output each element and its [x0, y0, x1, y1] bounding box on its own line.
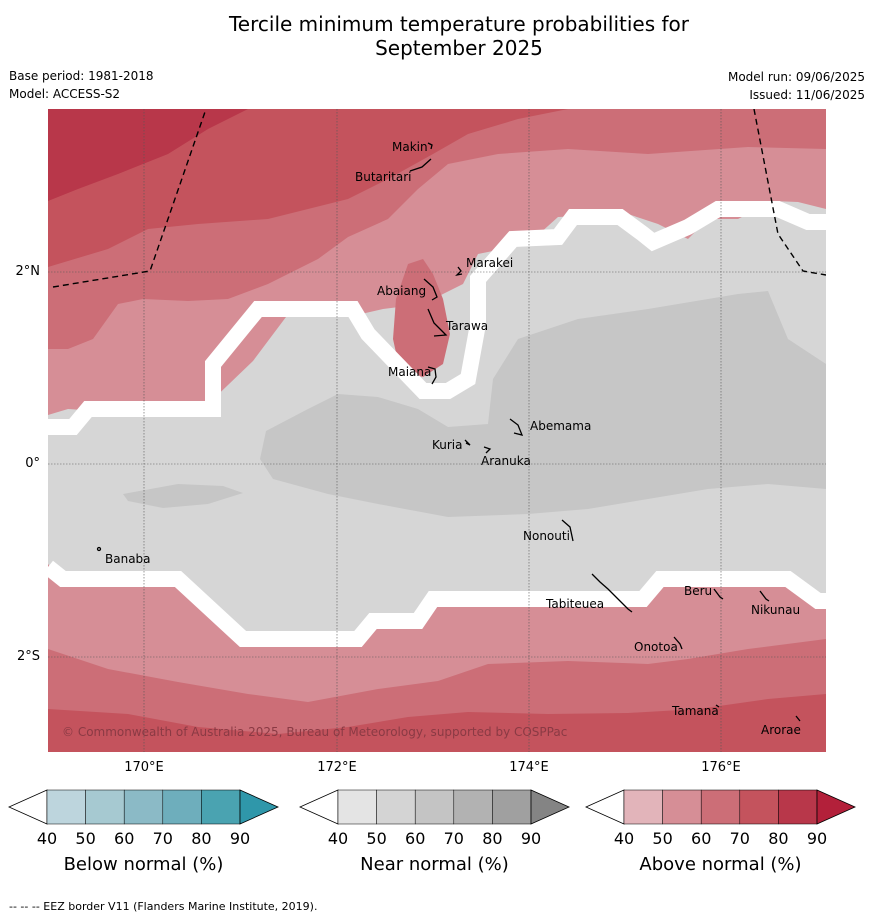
legend-1-swatch-2 [376, 789, 416, 825]
legend-1-swatch-3 [414, 789, 455, 825]
legend-2: 40 50 60 70 80 90 Above normal (%) [585, 789, 856, 875]
colorbar-legends: 40 50 60 70 80 90 Below normal (%) 40 50 60 70 80 90… [8, 789, 856, 875]
place-arorae: Arorae [761, 723, 801, 737]
map-title: Tercile minimum temperature probabilitie… [0, 12, 873, 60]
legend-1-swatch-5 [492, 789, 532, 825]
legend-1-high-arrow [530, 789, 570, 825]
legend-2-low-arrow [585, 789, 625, 825]
legend-0-tick-1: 50 [75, 829, 95, 848]
title-line-1: Tercile minimum temperature probabilitie… [228, 12, 690, 36]
place-tarawa: Tarawa [445, 319, 488, 333]
legend-0-high-arrow [239, 789, 279, 825]
place-beru: Beru [684, 584, 712, 598]
legend-1-title: Near normal (%) [360, 854, 509, 875]
lon-label-170e: 170°E [124, 760, 164, 775]
place-marakei: Marakei [466, 256, 513, 270]
place-maiana: Maiana [388, 365, 431, 379]
south-boundary-band [48, 560, 826, 647]
eez-borders [52, 109, 826, 288]
above-normal-north-70 [48, 109, 568, 267]
legend-2-swatch-4 [739, 789, 779, 825]
place-butaritari: Butaritari [355, 170, 412, 184]
copyright-notice: © Commonwealth of Australia 2025, Bureau… [62, 725, 567, 739]
above-normal-tarawa-lobe [393, 259, 450, 377]
legend-2-tick-0: 40 [614, 829, 634, 848]
legend-2-swatch-2 [662, 789, 702, 825]
place-onotoa: Onotoa [634, 640, 678, 654]
above-normal-south-70 [48, 694, 826, 752]
legend-1: 40 50 60 70 80 90 Near normal (%) [299, 789, 570, 875]
base-period: Base period: 1981-2018 [9, 69, 154, 83]
legend-0-title: Below normal (%) [64, 854, 224, 875]
legend-2-tick-3: 70 [730, 829, 750, 848]
legend-2-high-arrow [816, 789, 856, 825]
place-banaba: Banaba [105, 552, 151, 566]
legend-2-swatch-3 [700, 789, 741, 825]
legend-2-swatch-5 [778, 789, 818, 825]
place-abemama: Abemama [530, 419, 591, 433]
place-aranuka: Aranuka [481, 454, 531, 468]
legend-0: 40 50 60 70 80 90 Below normal (%) [8, 789, 279, 875]
legend-0-tick-2: 60 [114, 829, 134, 848]
legend-0-swatch-3 [123, 789, 164, 825]
lat-label-2s: 2°S [16, 649, 40, 664]
legend-0-tick-5: 90 [230, 829, 250, 848]
lat-label-2n: 2°N [15, 264, 41, 279]
legend-1-swatch-4 [453, 789, 493, 825]
legend-1-tick-5: 90 [521, 829, 541, 848]
place-nikunau: Nikunau [751, 603, 800, 617]
islands [96, 142, 801, 722]
title-line-2: September 2025 [375, 36, 543, 60]
legend-1-tick-4: 80 [482, 829, 502, 848]
legend-2-tick-5: 90 [807, 829, 827, 848]
legend-0-swatch-4 [162, 789, 202, 825]
legend-2-swatch-1 [623, 789, 663, 825]
probability-map: Makin Butaritari Marakei Abaiang Tarawa … [48, 109, 826, 752]
legend-1-low-arrow [299, 789, 339, 825]
legend-1-tick-2: 60 [405, 829, 425, 848]
legend-1-swatch-1 [337, 789, 377, 825]
legend-1-tick-0: 40 [328, 829, 348, 848]
legend-1-tick-3: 70 [444, 829, 464, 848]
lat-label-0: 0° [25, 456, 40, 471]
lon-label-174e: 174°E [509, 760, 549, 775]
legend-0-tick-3: 70 [153, 829, 173, 848]
legend-2-tick-2: 60 [691, 829, 711, 848]
legend-2-tick-4: 80 [768, 829, 788, 848]
place-abaiang: Abaiang [377, 284, 426, 298]
legend-1-tick-1: 50 [366, 829, 386, 848]
issued-date: Issued: 11/06/2025 [749, 88, 865, 102]
lon-label-172e: 172°E [317, 760, 357, 775]
place-kuria: Kuria [432, 438, 463, 452]
model-run: Model run: 09/06/2025 [727, 70, 865, 84]
near-normal-60-patch [123, 484, 243, 508]
legend-0-tick-0: 40 [37, 829, 57, 848]
north-boundary-band [48, 201, 826, 435]
legend-2-tick-1: 50 [652, 829, 672, 848]
legend-2-title: Above normal (%) [639, 854, 801, 875]
legend-0-low-arrow [8, 789, 48, 825]
place-nonouti: Nonouti [523, 529, 570, 543]
place-tabiteuea: Tabiteuea [545, 597, 604, 611]
legend-0-swatch-1 [46, 789, 86, 825]
graticule [48, 109, 826, 752]
place-tamana: Tamana [671, 704, 719, 718]
eez-footnote: -- -- -- EEZ border V11 (Flanders Marine… [9, 900, 318, 913]
near-normal-60-zone [260, 291, 826, 517]
legend-0-tick-4: 80 [191, 829, 211, 848]
legend-0-swatch-5 [201, 789, 241, 825]
legend-0-swatch-2 [85, 789, 125, 825]
lon-label-176e: 176°E [701, 760, 741, 775]
model-name: Model: ACCESS-S2 [9, 87, 121, 101]
place-makin: Makin [392, 140, 428, 154]
